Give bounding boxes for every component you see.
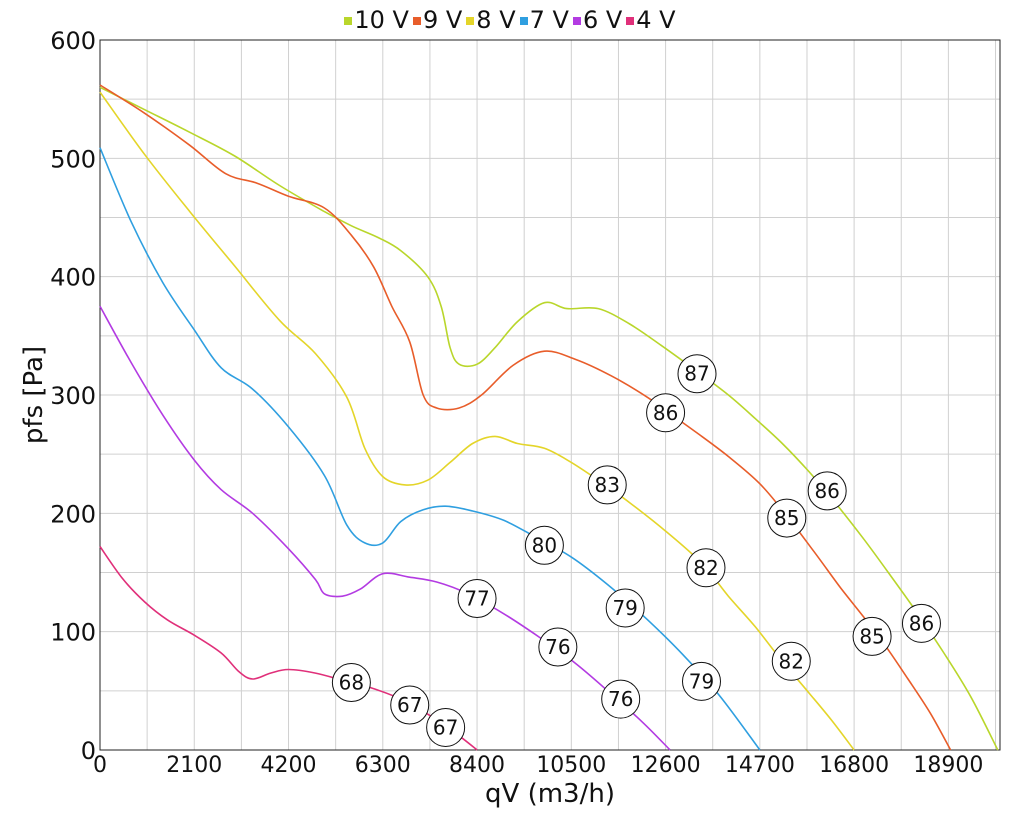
legend-label: 8 V <box>476 6 516 34</box>
efficiency-badge-label: 76 <box>608 687 633 711</box>
efficiency-badge-label: 86 <box>653 401 678 425</box>
efficiency-badge-circle <box>457 579 497 619</box>
legend-item: 9 V <box>412 6 463 34</box>
efficiency-badge-label: 85 <box>774 506 799 530</box>
x-tick-label: 14700 <box>725 753 795 778</box>
efficiency-badge-label: 79 <box>689 669 714 693</box>
legend-item: 4 V <box>626 6 676 34</box>
legend-label: 4 V <box>636 6 676 34</box>
efficiency-badge: 68 <box>331 663 371 703</box>
efficiency-badge-circle <box>390 685 430 725</box>
x-tick-label: 8400 <box>449 753 505 778</box>
efficiency-badge-label: 76 <box>545 635 570 659</box>
legend-swatch <box>572 17 581 25</box>
efficiency-badge-label: 86 <box>909 611 934 635</box>
efficiency-badge-label: 87 <box>684 362 709 386</box>
efficiency-badge-circle <box>331 663 371 703</box>
x-tick-label: 10500 <box>536 753 606 778</box>
efficiency-badge-circle <box>587 465 627 505</box>
efficiency-badge-label: 82 <box>693 556 718 580</box>
efficiency-badge: 85 <box>852 616 892 656</box>
efficiency-badge-label: 83 <box>595 473 620 497</box>
efficiency-badge: 76 <box>538 627 578 667</box>
legend-label: 10 V <box>354 6 409 34</box>
efficiency-badge-circle <box>852 616 892 656</box>
x-tick-label: 18900 <box>913 753 983 778</box>
y-tick-label: 600 <box>50 27 96 55</box>
efficiency-badge-label: 82 <box>779 649 804 673</box>
legend-label: 6 V <box>582 6 623 34</box>
series-line-8v <box>99 91 855 751</box>
series-line-9v <box>99 84 952 751</box>
efficiency-badge: 83 <box>587 465 627 505</box>
efficiency-badge-label: 77 <box>464 587 489 611</box>
legend-item: 7 V <box>519 6 569 34</box>
x-tick-label: 6300 <box>355 753 411 778</box>
efficiency-badge-label: 79 <box>612 596 637 620</box>
efficiency-badge: 67 <box>426 708 466 748</box>
efficiency-badge-circle <box>646 393 686 433</box>
efficiency-badge-label: 85 <box>859 624 884 648</box>
legend-label: 7 V <box>529 6 569 34</box>
efficiency-badge: 86 <box>901 603 941 643</box>
y-tick-label: 300 <box>50 382 96 410</box>
legend-item: 8 V <box>466 6 516 34</box>
efficiency-badge-circle <box>677 354 717 394</box>
y-tick-label: 0 <box>81 737 96 765</box>
efficiency-badge: 79 <box>605 588 645 628</box>
efficiency-badge-circle <box>807 471 847 511</box>
legend-swatch <box>519 17 528 25</box>
x-tick-label: 16800 <box>819 753 889 778</box>
efficiency-badge-circle <box>605 588 645 628</box>
efficiency-badge-label: 68 <box>339 671 364 695</box>
efficiency-badge: 86 <box>807 471 847 511</box>
legend-swatch <box>626 17 635 25</box>
y-tick-label: 100 <box>50 619 96 647</box>
efficiency-badge-circle <box>681 661 721 701</box>
legend-label: 9 V <box>422 6 463 34</box>
x-tick-label: 0 <box>93 753 107 778</box>
efficiency-badge: 77 <box>457 579 497 619</box>
efficiency-badge-circle <box>524 525 564 565</box>
chart-legend: 10 V 9 V 8 V 7 V 6 V 4 V <box>0 6 1020 34</box>
legend-swatch <box>344 17 353 25</box>
x-tick-label: 12600 <box>631 753 701 778</box>
y-tick-label: 500 <box>50 145 96 173</box>
efficiency-badge: 80 <box>524 525 564 565</box>
efficiency-badge-circle <box>686 548 726 588</box>
x-tick-label: 2100 <box>166 753 222 778</box>
y-tick-label: 200 <box>50 500 96 528</box>
efficiency-badge: 76 <box>601 679 641 719</box>
x-tick-label: 4200 <box>261 753 317 778</box>
efficiency-badge-circle <box>771 641 811 681</box>
efficiency-badge: 67 <box>390 685 430 725</box>
legend-item: 10 V <box>344 6 409 34</box>
efficiency-badge-label: 86 <box>814 479 839 503</box>
legend-item: 6 V <box>572 6 623 34</box>
efficiency-badge-circle <box>601 679 641 719</box>
y-axis-label: pfs [Pa] <box>19 346 49 444</box>
x-axis-label: qV (m3/h) <box>485 779 615 809</box>
efficiency-badge-circle <box>538 627 578 667</box>
efficiency-badge-circle <box>767 498 807 538</box>
y-tick-label: 400 <box>50 264 96 292</box>
efficiency-badge-label: 80 <box>532 533 557 557</box>
efficiency-badge-circle <box>426 708 466 748</box>
efficiency-badge: 82 <box>686 548 726 588</box>
efficiency-badge: 85 <box>767 498 807 538</box>
efficiency-badge: 82 <box>771 641 811 681</box>
legend-swatch <box>412 17 421 25</box>
series-line-10v <box>99 86 999 751</box>
efficiency-badge: 79 <box>681 661 721 701</box>
efficiency-badge-circle <box>901 603 941 643</box>
efficiency-badge: 86 <box>646 393 686 433</box>
efficiency-badge: 87 <box>677 354 717 394</box>
plot-frame <box>99 39 1001 751</box>
legend-swatch <box>466 17 475 25</box>
efficiency-badge-label: 67 <box>397 693 422 717</box>
efficiency-badge-label: 67 <box>433 716 458 740</box>
